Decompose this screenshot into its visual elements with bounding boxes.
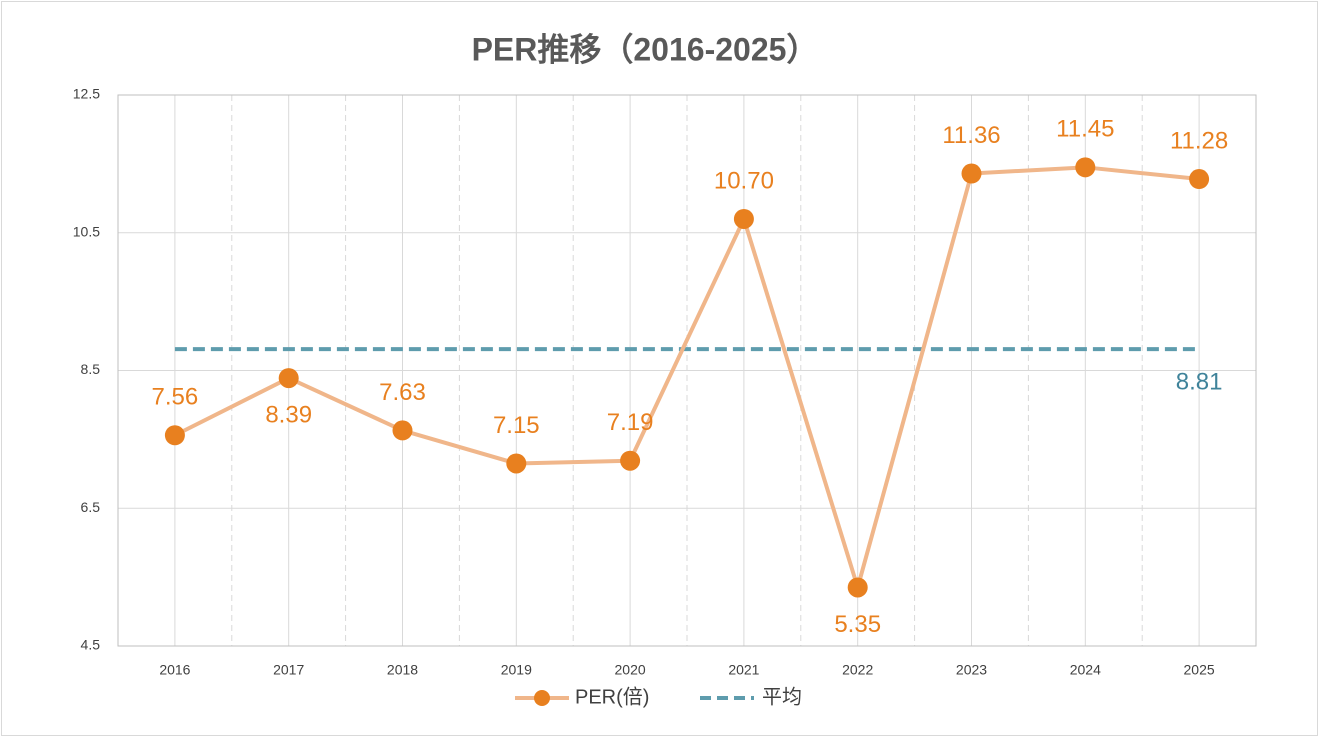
marker <box>1075 157 1096 178</box>
series-line <box>174 165 1200 590</box>
x-tick-label: 2021 <box>728 662 759 678</box>
x-tick-label: 2016 <box>159 662 190 678</box>
x-tick-label: 2023 <box>956 662 987 678</box>
data-label: 7.15 <box>493 412 540 439</box>
data-label: 11.45 <box>1056 116 1114 143</box>
legend-label: 平均 <box>762 685 802 708</box>
data-label: 11.28 <box>1170 127 1228 154</box>
marker <box>733 208 754 229</box>
legend-label: PER(倍) <box>575 685 649 708</box>
y-tick-label: 10.5 <box>73 223 100 239</box>
marker <box>506 453 527 474</box>
y-tick-label: 12.5 <box>73 86 100 102</box>
data-label: 5.35 <box>834 611 881 638</box>
marker <box>1189 169 1210 190</box>
legend-marker <box>534 690 550 706</box>
data-label: 7.63 <box>379 379 426 406</box>
average-label: 8.81 <box>1176 368 1223 395</box>
data-label: 8.39 <box>265 401 312 428</box>
marker <box>392 420 413 441</box>
x-tick-label: 2022 <box>842 662 873 678</box>
x-tick-label: 2019 <box>501 662 532 678</box>
x-tick-label: 2020 <box>615 662 646 678</box>
data-label: 7.19 <box>607 409 654 436</box>
marker <box>847 577 868 598</box>
x-tick-label: 2024 <box>1070 662 1101 678</box>
data-label: 7.56 <box>152 384 199 411</box>
chart-title: PER推移（2016-2025） <box>472 31 819 67</box>
marker <box>620 450 641 471</box>
y-tick-label: 8.5 <box>81 361 101 377</box>
marker <box>961 163 982 184</box>
data-label: 10.70 <box>714 167 774 194</box>
x-tick-label: 2025 <box>1184 662 1215 678</box>
y-tick-label: 4.5 <box>81 637 101 653</box>
x-tick-label: 2018 <box>387 662 418 678</box>
x-tick-label: 2017 <box>273 662 304 678</box>
plot-border <box>117 94 1257 647</box>
data-label: 11.36 <box>942 122 1000 149</box>
marker <box>278 368 299 389</box>
marker <box>164 425 185 446</box>
y-tick-label: 6.5 <box>81 499 101 515</box>
